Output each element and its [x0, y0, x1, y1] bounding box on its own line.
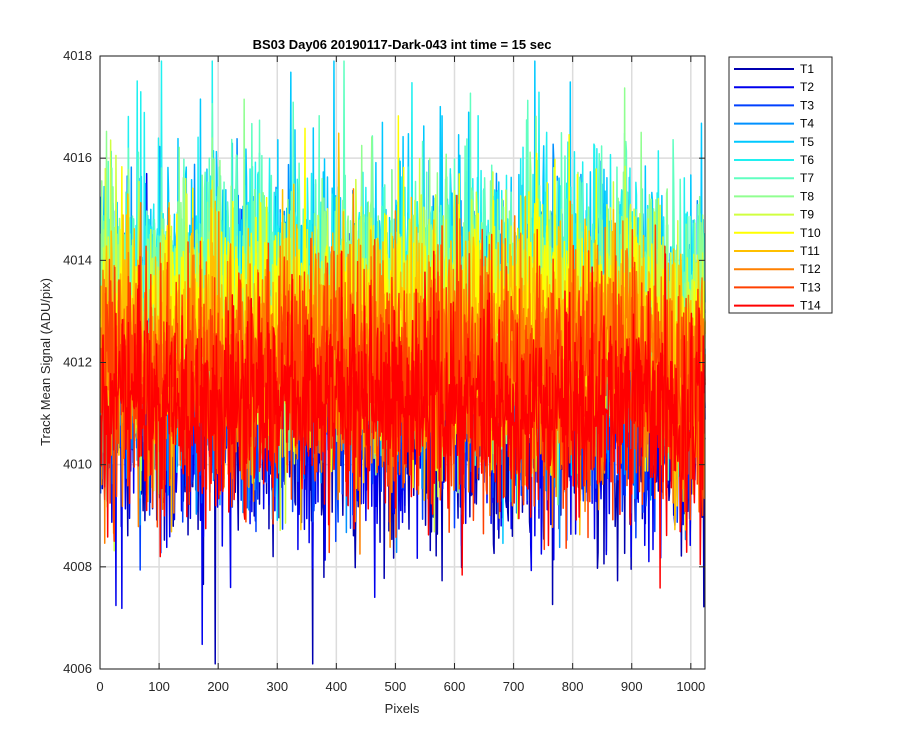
x-tick-label: 100	[148, 679, 170, 694]
x-tick-label: 400	[325, 679, 347, 694]
legend-label: T2	[800, 80, 814, 94]
legend-box	[728, 56, 833, 314]
x-tick-label: 500	[385, 679, 407, 694]
legend-label: T8	[800, 189, 814, 203]
legend-label: T6	[800, 153, 814, 167]
legend: T1 T2 T3 T4 T5 T6 T7 T8 T9 T10 T11 T12 T13 T14	[728, 56, 833, 314]
legend-label: T13	[800, 280, 821, 294]
legend-label: T9	[800, 208, 814, 222]
legend-label: T3	[800, 98, 814, 112]
x-tick-label: 200	[207, 679, 229, 694]
x-tick-label: 800	[562, 679, 584, 694]
series-layer	[99, 60, 706, 665]
y-tick-label: 4016	[63, 150, 92, 165]
x-tick-label: 0	[96, 679, 103, 694]
legend-label: T7	[800, 171, 814, 185]
legend-label: T1	[800, 62, 814, 76]
legend-label: T12	[800, 262, 821, 276]
legend-label: T10	[800, 226, 821, 240]
legend-label: T14	[800, 299, 821, 313]
x-axis-label: Pixels	[385, 701, 420, 716]
chart-title: BS03 Day06 20190117-Dark-043 int time = …	[253, 37, 552, 52]
y-tick-label: 4012	[63, 355, 92, 370]
y-tick-label: 4014	[63, 252, 92, 267]
y-tick-label: 4006	[63, 661, 92, 676]
x-tick-label: 700	[503, 679, 525, 694]
series-line-t14	[99, 250, 706, 589]
legend-label: T5	[800, 135, 814, 149]
y-ticks: 4006 4008 4010 4012 4014 4016 4018	[63, 48, 705, 676]
legend-label: T4	[800, 117, 814, 131]
y-tick-label: 4008	[63, 559, 92, 574]
x-tick-label: 600	[444, 679, 466, 694]
x-tick-label: 900	[621, 679, 643, 694]
x-tick-label: 300	[266, 679, 288, 694]
legend-label: T11	[800, 244, 820, 258]
x-ticks: 0 100 200 300 400 500 600 700 800 900 1000	[96, 56, 705, 694]
y-tick-label: 4018	[63, 48, 92, 63]
y-tick-label: 4010	[63, 457, 92, 472]
y-axis-label: Track Mean Signal (ADU/pix)	[38, 278, 53, 446]
x-tick-label: 1000	[676, 679, 705, 694]
